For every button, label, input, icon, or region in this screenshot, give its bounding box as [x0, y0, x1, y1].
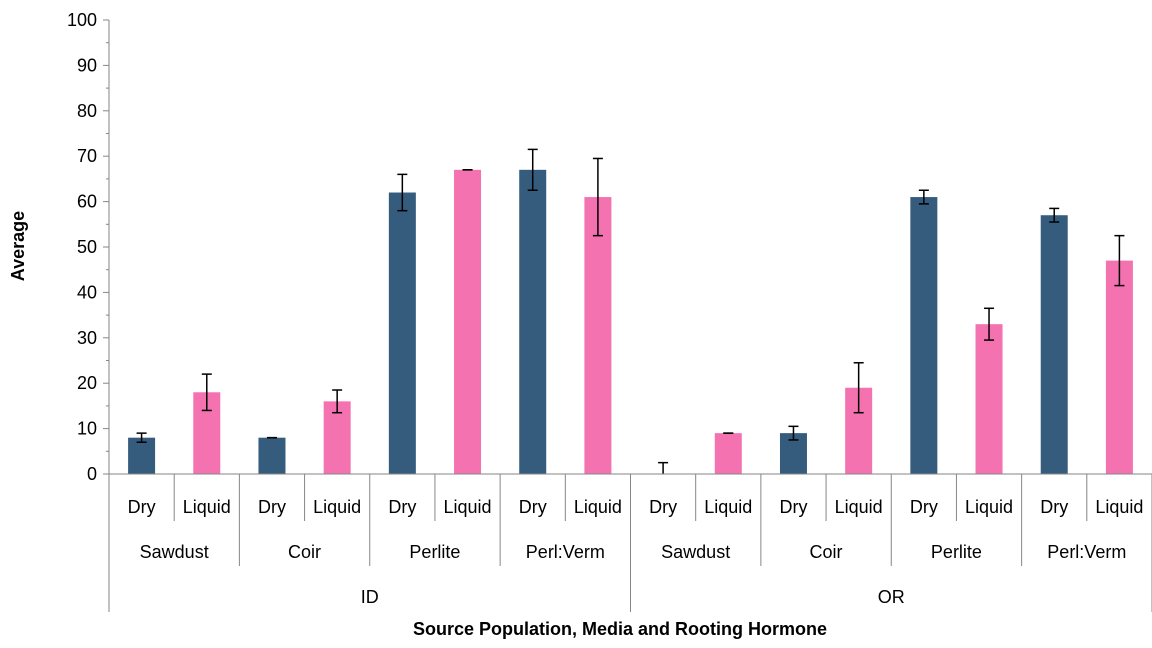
x-tick-label-hormone: Liquid	[183, 497, 231, 517]
y-tick-label: 90	[77, 55, 97, 75]
y-tick-label: 0	[87, 464, 97, 484]
x-tick-label-hormone: Dry	[388, 497, 416, 517]
x-tick-label-media: Sawdust	[661, 542, 730, 562]
bar-or-perlverm-liquid	[1105, 260, 1133, 474]
bar-id-perlite-liquid	[454, 169, 482, 474]
y-tick-label: 40	[77, 282, 97, 302]
x-tick-label-hormone: Liquid	[1095, 497, 1143, 517]
x-tick-label-media: Coir	[288, 542, 321, 562]
x-tick-label-hormone: Dry	[779, 497, 807, 517]
bar-id-sawdust-dry	[128, 437, 156, 474]
error-bar	[1114, 234, 1125, 287]
error-bar	[592, 157, 603, 237]
x-tick-label-media: Perlite	[931, 542, 982, 562]
x-tick-label-population: ID	[361, 587, 379, 607]
y-tick-label: 80	[77, 101, 97, 121]
bars-layer	[128, 169, 1133, 474]
y-tick-label: 70	[77, 146, 97, 166]
x-tick-label-hormone: Liquid	[574, 497, 622, 517]
x-axis-title: Source Population, Media and Rooting Hor…	[413, 619, 827, 639]
x-tick-label-hormone: Dry	[649, 497, 677, 517]
x-tick-label-media: Perl:Verm	[526, 542, 605, 562]
x-tick-label-hormone: Liquid	[835, 497, 883, 517]
axes-layer	[103, 19, 1152, 612]
error-bar	[136, 432, 147, 443]
error-bar	[397, 173, 408, 212]
x-tick-label-hormone: Dry	[1040, 497, 1068, 517]
error-bar	[788, 425, 799, 441]
bar-or-perlite-dry	[910, 197, 938, 474]
bar-id-perlverm-dry	[519, 169, 547, 474]
error-bar	[853, 362, 864, 414]
bar-id-perlverm-liquid	[584, 197, 612, 474]
x-tick-label-media: Perl:Verm	[1047, 542, 1126, 562]
x-tick-label-hormone: Liquid	[704, 497, 752, 517]
y-axis-title: Average	[8, 211, 28, 281]
y-tick-label: 50	[77, 237, 97, 257]
error-bar	[918, 189, 929, 205]
labels-layer: 0 10 20 30 40 50 60 70 80 90 100 Dry Liquid Dry Liquid…	[67, 10, 1143, 607]
bar-or-sawdust-liquid	[714, 433, 742, 474]
y-tick-label: 30	[77, 328, 97, 348]
bar-id-coir-liquid	[323, 401, 351, 474]
error-bar	[1049, 207, 1060, 223]
x-tick-label-hormone: Dry	[128, 497, 156, 517]
x-tick-label-media: Sawdust	[140, 542, 209, 562]
x-tick-label-population: OR	[878, 587, 905, 607]
x-tick-label-hormone: Liquid	[313, 497, 361, 517]
bar-or-perlverm-dry	[1040, 215, 1068, 474]
y-tick-label: 10	[77, 419, 97, 439]
y-tick-label: 20	[77, 373, 97, 393]
error-bar	[332, 389, 343, 414]
x-tick-label-hormone: Dry	[519, 497, 547, 517]
error-bars-layer	[136, 148, 1125, 474]
x-tick-label-hormone: Dry	[258, 497, 286, 517]
x-tick-label-media: Coir	[810, 542, 843, 562]
bar-or-perlite-liquid	[975, 324, 1003, 474]
x-tick-label-hormone: Liquid	[444, 497, 492, 517]
bar-id-perlite-dry	[388, 192, 416, 474]
x-tick-label-hormone: Dry	[910, 497, 938, 517]
y-tick-label: 100	[67, 10, 97, 30]
y-tick-label: 60	[77, 192, 97, 212]
error-bar	[527, 148, 538, 191]
x-tick-label-hormone: Liquid	[965, 497, 1013, 517]
error-bar	[984, 307, 995, 341]
bar-id-coir-dry	[258, 437, 286, 474]
x-tick-label-media: Perlite	[409, 542, 460, 562]
error-bar	[658, 461, 669, 474]
error-bar	[201, 373, 212, 412]
